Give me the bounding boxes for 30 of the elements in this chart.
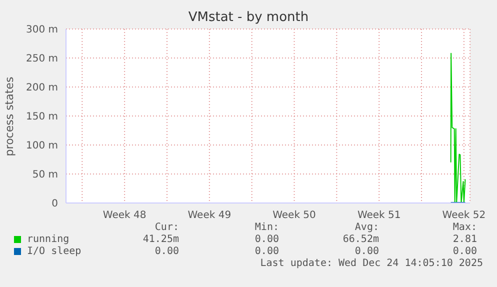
text: 0.00 xyxy=(254,246,279,257)
y-tick-label: 50 m xyxy=(32,170,58,181)
text: Last update: Wed Dec 24 14:05:10 2025 xyxy=(260,258,483,269)
text: Max: xyxy=(452,222,477,233)
y-tick-label: 100 m xyxy=(26,140,58,152)
x-tick-label: Week 49 xyxy=(188,210,232,222)
x-tick-label: Week 48 xyxy=(102,210,146,222)
text: 0.00 xyxy=(154,246,179,257)
y-tick-label: 200 m xyxy=(26,82,58,94)
x-tick-label: Week 52 xyxy=(442,210,486,222)
y-axis-title: process states xyxy=(4,76,16,156)
text: 66.52m xyxy=(342,234,379,245)
text: Min: xyxy=(254,222,279,233)
text: 41.25m xyxy=(142,234,179,245)
text: 0.00 xyxy=(452,246,477,257)
legend-label: I/O sleep xyxy=(27,246,82,257)
y-tick-label: 150 m xyxy=(26,112,58,123)
chart-title: VMstat - by month xyxy=(187,10,310,25)
text: 2.81 xyxy=(452,234,477,245)
text: Avg: xyxy=(354,222,379,233)
text: Cur: xyxy=(154,222,179,233)
legend-label: running xyxy=(27,234,70,245)
x-tick-label: Week 51 xyxy=(357,210,401,222)
line-series xyxy=(450,52,466,203)
text: 0.00 xyxy=(354,246,379,257)
x-tick-label: Week 50 xyxy=(272,210,316,222)
y-tick-label: 300 m xyxy=(26,24,58,36)
y-tick-label: 250 m xyxy=(26,54,58,65)
text: 0.00 xyxy=(254,234,279,245)
y-tick-label: 0 xyxy=(52,198,58,210)
